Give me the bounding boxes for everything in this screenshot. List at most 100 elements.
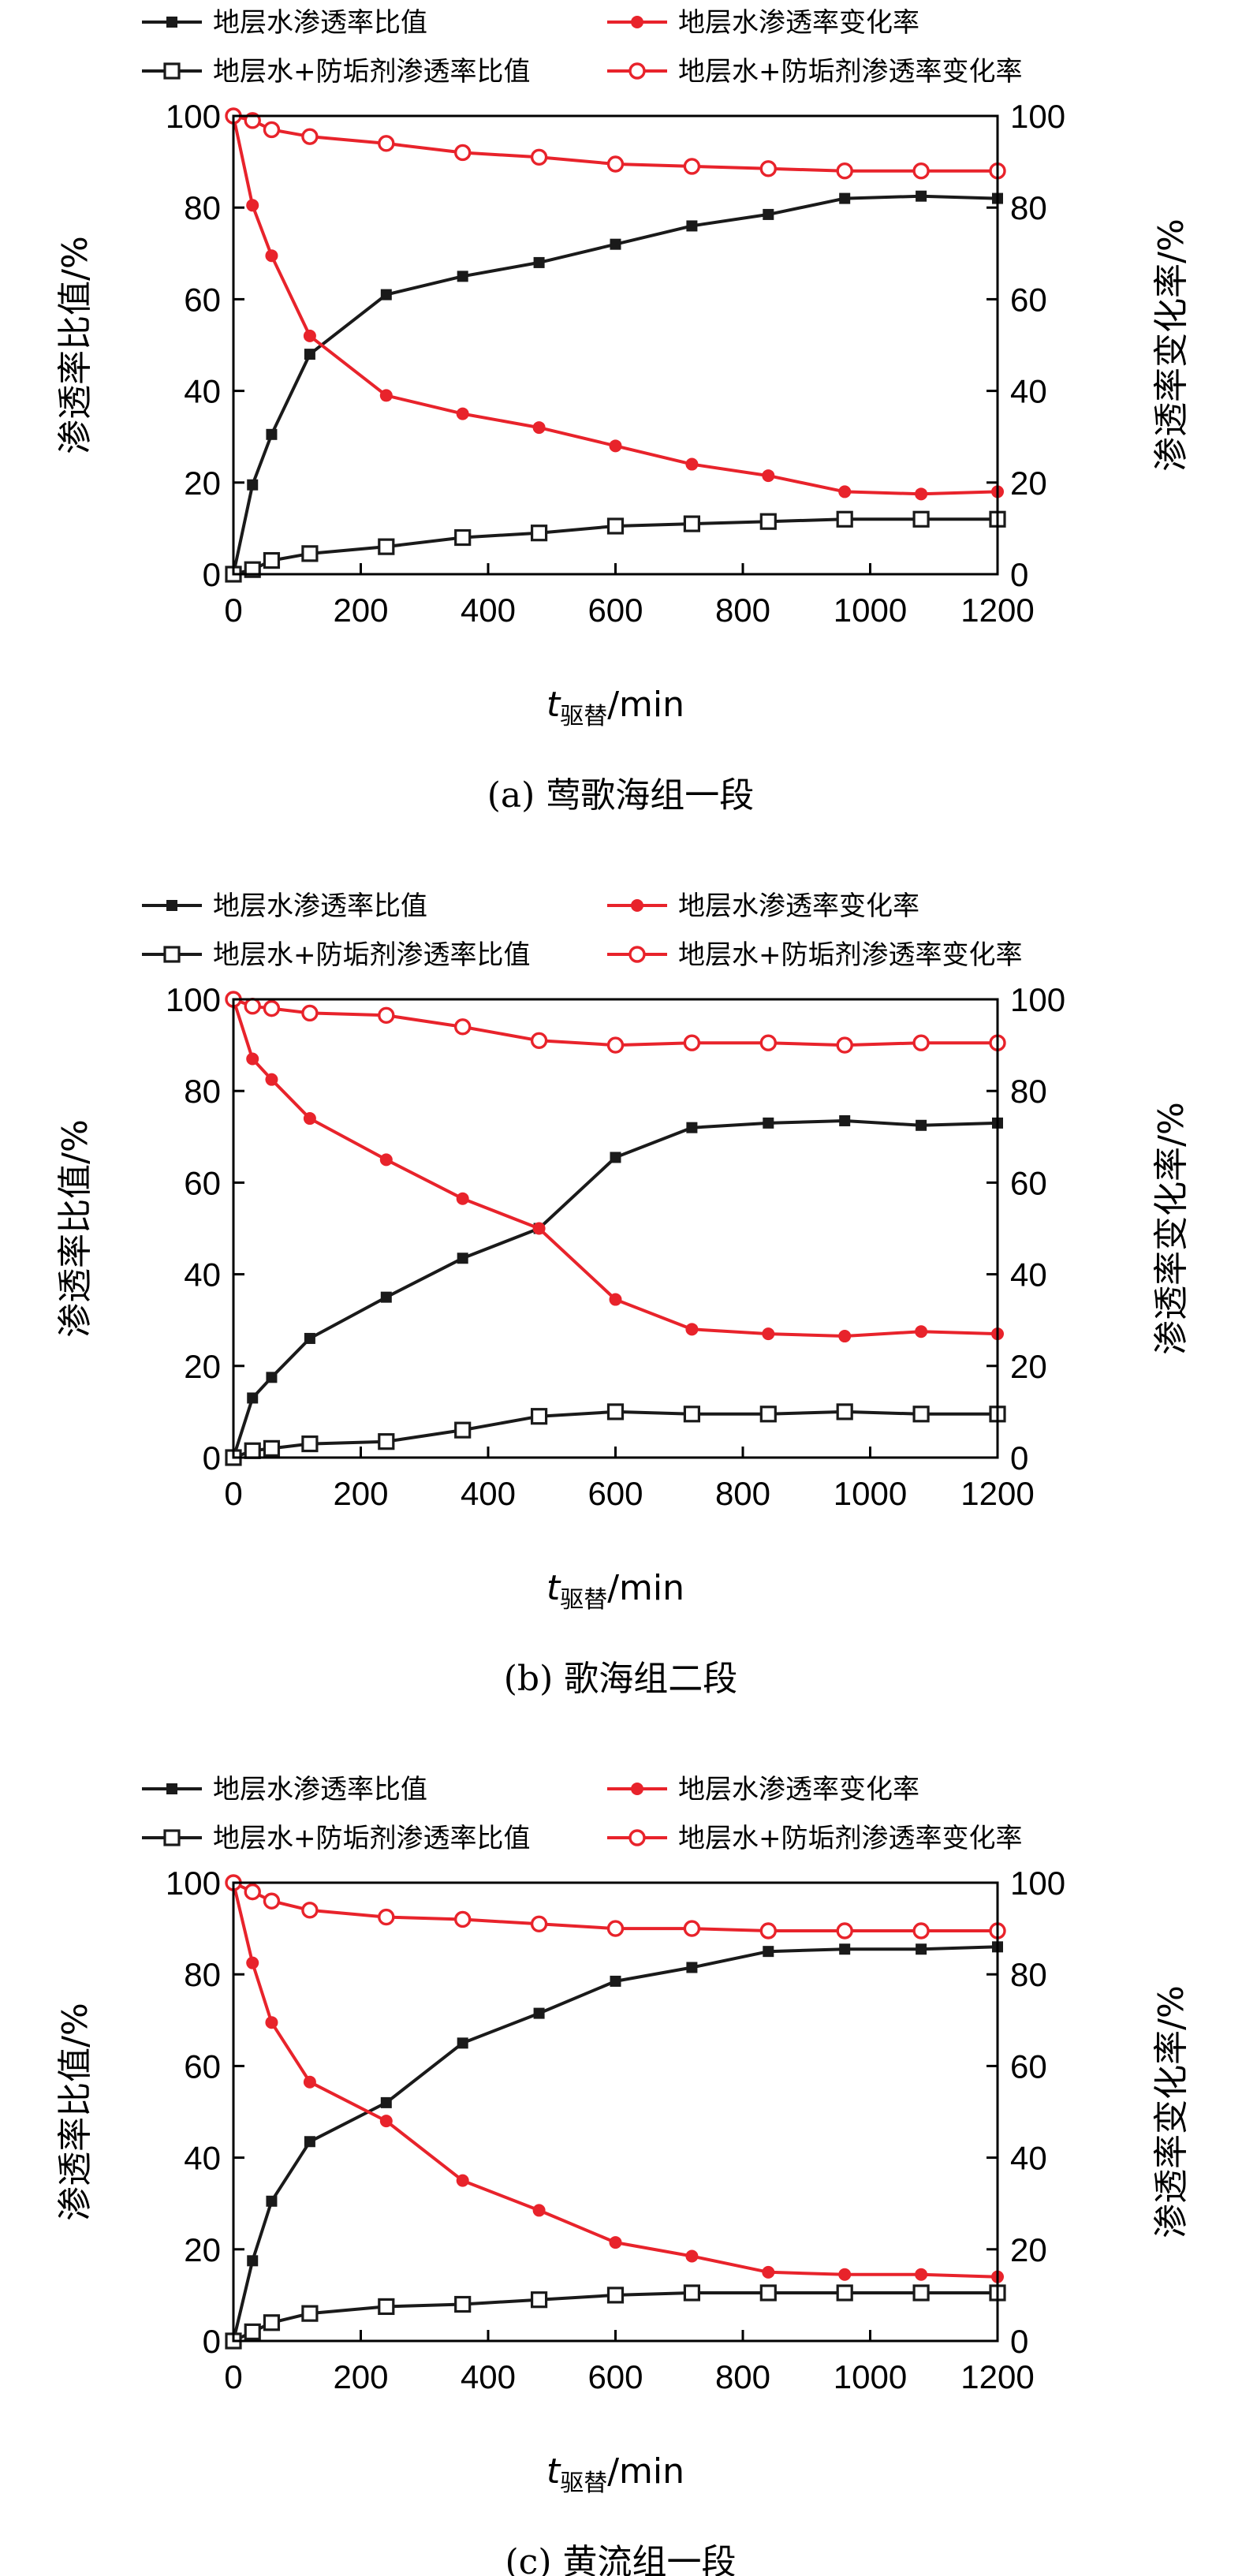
data-point (532, 2204, 546, 2217)
data-point (532, 421, 546, 435)
data-point (606, 155, 625, 173)
data-point (263, 1892, 281, 1910)
data-point (304, 349, 315, 360)
legend-marker-4 (628, 62, 646, 80)
x-tick-label: 1000 (834, 592, 907, 629)
data-point (759, 160, 777, 177)
legend-marker-1 (166, 900, 177, 911)
y2-tick-label: 60 (1010, 281, 1047, 318)
data-point (454, 1018, 472, 1036)
y-tick-label: 60 (184, 281, 221, 318)
x-axis-unit: /min (607, 685, 684, 725)
data-point (685, 1323, 699, 1336)
data-point (304, 2136, 315, 2148)
data-point (912, 1922, 930, 1939)
y-tick-label: 0 (203, 1439, 221, 1477)
data-point (915, 1325, 928, 1338)
data-point (530, 1408, 548, 1425)
data-point (378, 538, 395, 555)
y-axis-title: 渗透率比值/% (55, 2003, 95, 2221)
data-point (838, 1330, 852, 1343)
y2-tick-label: 100 (1010, 981, 1065, 1018)
x-tick-label: 1200 (960, 592, 1034, 629)
data-point (530, 2291, 548, 2309)
data-point (683, 2284, 701, 2302)
data-point (263, 1439, 281, 1457)
x-axis-subscript: 驱替 (560, 1586, 607, 1614)
data-point (247, 2255, 259, 2267)
y-tick-label: 80 (184, 189, 221, 226)
data-point (456, 407, 469, 420)
data-point (609, 2236, 622, 2249)
data-point (912, 1406, 930, 1423)
data-point (836, 162, 853, 180)
data-point (304, 1332, 315, 1344)
legend-label-4: 地层水+防垢剂渗透率变化率 (678, 56, 1023, 88)
data-point (838, 2268, 852, 2281)
x-tick-label: 1200 (960, 1475, 1034, 1512)
data-point (454, 528, 472, 547)
data-point (686, 1962, 698, 1973)
y-tick-label: 40 (184, 2140, 221, 2177)
data-point (244, 2323, 261, 2340)
data-point (379, 389, 393, 402)
plot-frame (232, 114, 999, 576)
data-point (378, 135, 395, 152)
data-point (762, 2265, 775, 2279)
data-point (836, 1403, 853, 1421)
y2-tick-label: 80 (1010, 1956, 1047, 1993)
data-point (247, 1392, 259, 1404)
data-point (759, 1406, 777, 1423)
data-point (916, 1119, 927, 1131)
data-point (263, 2314, 281, 2331)
data-point (533, 256, 545, 268)
x-tick-label: 600 (587, 1475, 643, 1512)
series-4 (225, 107, 1006, 180)
data-point (244, 998, 261, 1015)
series-1 (228, 1941, 1003, 2346)
y2-axis-title: 渗透率变化率/% (1151, 1102, 1192, 1355)
data-point (532, 1222, 546, 1235)
legend-marker-1 (166, 1783, 177, 1794)
data-point (246, 1956, 259, 1969)
data-point (380, 2096, 392, 2108)
data-point (762, 469, 775, 483)
data-point (759, 1034, 777, 1051)
x-axis-var: t (546, 685, 561, 725)
data-point (836, 1922, 853, 1939)
y-tick-label: 20 (184, 2231, 221, 2268)
y2-tick-label: 40 (1010, 2140, 1047, 2177)
data-point (606, 1403, 625, 1421)
data-point (606, 1920, 625, 1937)
legend-label-1: 地层水渗透率比值 (213, 7, 427, 39)
data-point (301, 2305, 319, 2322)
x-tick-label: 1000 (834, 1475, 907, 1512)
series-line (232, 194, 998, 575)
legend-label-3: 地层水+防垢剂渗透率比值 (213, 1823, 531, 1854)
legend-label-1: 地层水渗透率比值 (213, 1774, 427, 1805)
data-point (836, 1036, 853, 1054)
legend-marker-3 (163, 1829, 181, 1846)
data-point (533, 2007, 545, 2019)
data-point (244, 1883, 261, 1901)
series-4 (225, 991, 1006, 1054)
data-point (454, 1421, 472, 1439)
plot-frame (232, 1881, 999, 2343)
data-point (915, 2268, 928, 2281)
data-point (912, 1034, 930, 1051)
data-point (759, 1922, 777, 1939)
panel-caption: (a) 莺歌海组一段 (487, 775, 755, 816)
data-point (301, 1902, 319, 1919)
data-point (763, 1946, 774, 1958)
data-point (610, 1975, 621, 1987)
y2-tick-label: 0 (1010, 2323, 1028, 2360)
data-point (686, 1122, 698, 1133)
legend-label-4: 地层水+防垢剂渗透率变化率 (678, 1823, 1023, 1854)
data-point (915, 487, 928, 501)
x-axis-var: t (546, 2451, 561, 2492)
data-point (263, 551, 281, 569)
